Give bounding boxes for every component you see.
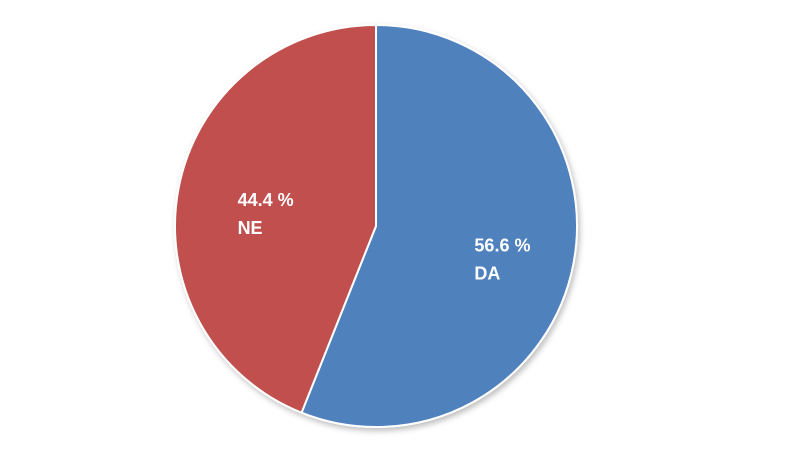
data-label: 56.6 % (474, 235, 530, 255)
pie-slice (174, 23, 377, 415)
slice-label: DA (474, 263, 500, 283)
slice-label: NE (238, 218, 263, 238)
pie (174, 23, 578, 428)
pie-slice (300, 23, 578, 428)
data-label: 44.4 % (238, 190, 294, 210)
labels: 56.6 % DA 44.4 % NE (238, 190, 531, 283)
